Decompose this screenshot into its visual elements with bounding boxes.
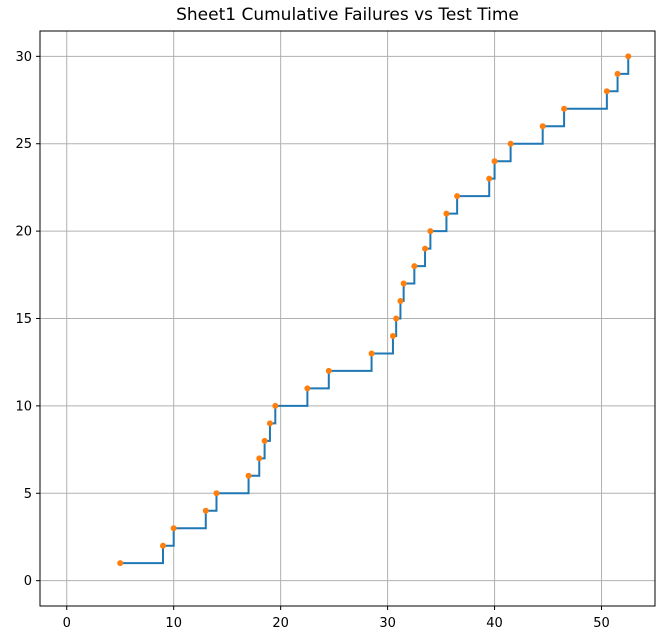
failure-point	[486, 175, 493, 182]
cumulative-step-line	[120, 56, 630, 565]
failure-point	[507, 140, 514, 147]
grid-lines	[40, 31, 655, 606]
chart-title: Sheet1 Cumulative Failures vs Test Time	[176, 5, 519, 25]
failure-point	[266, 420, 273, 427]
failure-point	[625, 53, 632, 60]
failure-point	[325, 367, 332, 374]
failure-point	[117, 560, 124, 567]
failure-point	[170, 525, 177, 532]
series-layer	[120, 56, 630, 565]
x-tick-label: 0	[63, 616, 71, 631]
failure-point	[614, 70, 621, 77]
failure-point	[393, 315, 400, 322]
marker-layer	[117, 53, 632, 567]
failure-point	[245, 472, 252, 479]
y-tick-label: 5	[24, 487, 32, 502]
failure-point	[397, 298, 404, 305]
failure-point	[603, 88, 610, 95]
failure-point	[272, 402, 279, 409]
y-tick-label: 15	[15, 312, 32, 327]
failure-point	[202, 507, 209, 514]
failure-point	[368, 350, 375, 357]
failure-point	[213, 490, 220, 497]
failure-point	[304, 385, 311, 392]
failure-point	[539, 123, 546, 130]
x-tick-label: 40	[486, 616, 503, 631]
tick-layer: 0 10 20 30 40 50 0 5 10 15 20 25 30	[15, 50, 609, 631]
y-tick-label: 30	[15, 50, 32, 65]
y-tick-label: 20	[15, 225, 32, 240]
failure-point	[400, 280, 407, 287]
failure-point	[160, 542, 166, 549]
failure-point	[389, 332, 396, 339]
y-tick-label: 0	[24, 574, 32, 589]
failure-point	[411, 263, 418, 270]
x-tick-label: 50	[593, 616, 610, 631]
failure-point	[561, 105, 568, 112]
failure-point	[422, 245, 429, 252]
x-tick-label: 30	[379, 616, 396, 631]
failure-point	[443, 210, 450, 217]
y-tick-label: 25	[15, 137, 32, 152]
failure-point	[454, 193, 461, 200]
x-tick-label: 20	[272, 616, 289, 631]
y-tick-label: 10	[15, 399, 32, 414]
failure-point	[261, 437, 268, 444]
x-tick-label: 10	[165, 616, 182, 631]
failure-point	[256, 455, 263, 462]
failure-point	[427, 228, 434, 235]
failure-point	[491, 158, 498, 165]
